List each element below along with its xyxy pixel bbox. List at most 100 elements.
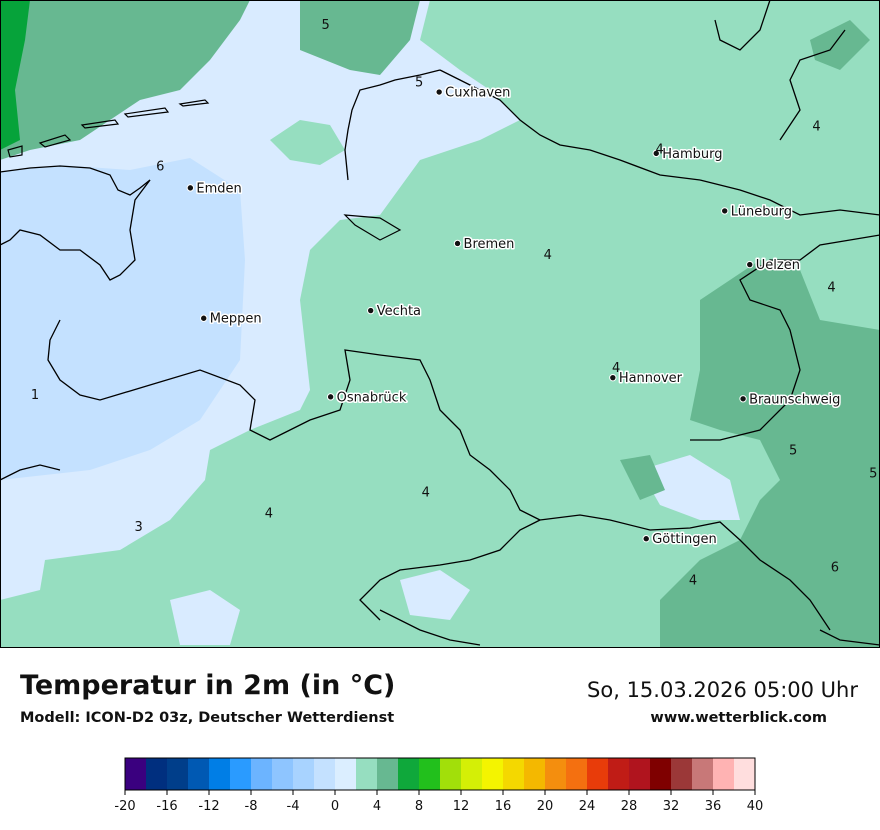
city-label: Uelzen xyxy=(756,258,800,273)
legend-swatch xyxy=(419,758,441,790)
legend-swatch xyxy=(377,758,399,790)
city-dot xyxy=(367,306,375,315)
city-dot xyxy=(746,260,754,269)
city-marker: Lüneburg xyxy=(721,203,794,221)
temperature-map: Cuxhaven Hamburg Emden Lüneburg Bremen Uelzen… xyxy=(0,0,880,648)
temperature-value-label: 5 xyxy=(789,443,797,458)
legend-swatch xyxy=(356,758,378,790)
cold-patch-east xyxy=(640,455,740,520)
land-6-coast xyxy=(0,0,30,150)
city-label: Meppen xyxy=(210,312,262,327)
legend-swatch xyxy=(461,758,483,790)
legend-swatch xyxy=(524,758,546,790)
temperature-value-label: 4 xyxy=(827,280,835,295)
city-marker: Emden xyxy=(186,180,243,198)
legend-tick-label: 32 xyxy=(663,799,680,814)
cold-patch-south xyxy=(170,590,240,645)
island-outlines xyxy=(7,99,402,241)
legend-swatch xyxy=(629,758,651,790)
temperature-value-label: 4 xyxy=(655,142,663,157)
legend-swatch xyxy=(713,758,735,790)
values-layer: 5 5 6 4 4 4 4 4 1 5 5 4 4 3 6 4 xyxy=(31,18,878,589)
legend-tick-label: 40 xyxy=(747,799,764,814)
city-dot xyxy=(200,314,208,322)
temperature-value-label: 4 xyxy=(422,486,430,501)
legend-swatch xyxy=(587,758,609,790)
city-marker: Bremen xyxy=(453,235,516,253)
legend-tick-label: 16 xyxy=(495,799,512,814)
city-label: Lüneburg xyxy=(731,204,792,219)
city-label: Hannover xyxy=(619,371,683,386)
city-label: Vechta xyxy=(377,304,421,319)
legend-tick-label: -8 xyxy=(245,799,258,814)
legend-frame xyxy=(124,757,756,791)
temperature-value-label: 4 xyxy=(812,119,820,134)
legend-tick-label: -12 xyxy=(198,799,219,814)
legend-swatch xyxy=(545,758,567,790)
city-dot xyxy=(326,393,335,401)
city-marker: Braunschweig xyxy=(739,391,842,409)
city-label: Hamburg xyxy=(662,147,722,162)
legend-swatch xyxy=(188,758,210,790)
legend-swatch xyxy=(608,758,630,790)
legend-swatch xyxy=(503,758,525,790)
temperature-value-label: 4 xyxy=(612,361,620,376)
city-marker: Göttingen xyxy=(642,531,718,549)
land-5-northwest xyxy=(0,0,250,160)
city-marker: Hamburg xyxy=(652,145,724,163)
city-label: Göttingen xyxy=(652,532,717,547)
legend-swatch xyxy=(671,758,693,790)
legend-swatch xyxy=(272,758,294,790)
land-4-island xyxy=(270,120,345,165)
city-label: Emden xyxy=(196,181,241,196)
legend-tick-label: 4 xyxy=(373,799,381,814)
legend-ticks: -20 -16 -12 -8 -4 0 4 8 12 16 20 24 28 32 36 40 xyxy=(114,790,763,814)
legend-tick-label: -20 xyxy=(114,799,135,814)
temperature-value-label: 5 xyxy=(321,18,329,33)
forecast-datetime: So, 15.03.2026 05:00 Uhr xyxy=(587,678,858,702)
legend-tick-label: 24 xyxy=(579,799,596,814)
city-dot xyxy=(652,149,660,158)
legend-swatch xyxy=(230,758,252,790)
city-dot xyxy=(435,88,443,96)
legend-color-bar xyxy=(124,757,756,791)
legend-swatch xyxy=(125,758,147,790)
land-5-patch xyxy=(620,455,665,500)
temperature-value-label: 4 xyxy=(265,507,273,522)
cold-land-west xyxy=(0,158,245,480)
city-dot xyxy=(642,535,650,543)
city-marker: Vechta xyxy=(367,303,423,321)
legend-swatch xyxy=(146,758,168,790)
legend-swatch xyxy=(167,758,189,790)
temperature-value-label: 3 xyxy=(134,520,142,535)
city-marker: Hannover xyxy=(609,370,684,388)
city-marker: Uelzen xyxy=(746,257,801,275)
legend-swatch xyxy=(650,758,672,790)
city-marker: Meppen xyxy=(200,310,263,328)
temperature-value-label: 4 xyxy=(689,574,697,589)
temperature-value-label: 6 xyxy=(156,160,164,175)
temperature-value-label: 6 xyxy=(831,560,839,575)
land-5-weser-mouth xyxy=(300,0,420,75)
footer: Temperatur in 2m (in °C) Modell: ICON-D2… xyxy=(0,648,880,830)
temperature-value-label: 5 xyxy=(869,466,877,481)
website-link[interactable]: www.wetterblick.com xyxy=(650,710,827,726)
legend-swatch xyxy=(566,758,588,790)
city-dot xyxy=(739,395,747,403)
legend-swatch xyxy=(251,758,273,790)
legend-tick-label: -16 xyxy=(156,799,177,814)
legend-swatch xyxy=(335,758,357,790)
legend-swatch xyxy=(293,758,315,790)
land-5-northeast xyxy=(810,20,870,70)
legend-tick-label: 12 xyxy=(453,799,470,814)
legend-swatch xyxy=(482,758,504,790)
city-marker: Osnabrück xyxy=(326,389,408,407)
map-title: Temperatur in 2m (in °C) xyxy=(20,670,396,701)
cities-layer: Cuxhaven Hamburg Emden Lüneburg Bremen Uelzen… xyxy=(186,84,842,549)
temperature-value-label: 5 xyxy=(415,75,423,90)
city-dot xyxy=(721,207,729,215)
legend-tick-label: 8 xyxy=(415,799,423,814)
legend-swatch xyxy=(734,758,756,790)
legend-tick-label: 28 xyxy=(621,799,638,814)
cold-patch-south-2 xyxy=(400,570,470,620)
